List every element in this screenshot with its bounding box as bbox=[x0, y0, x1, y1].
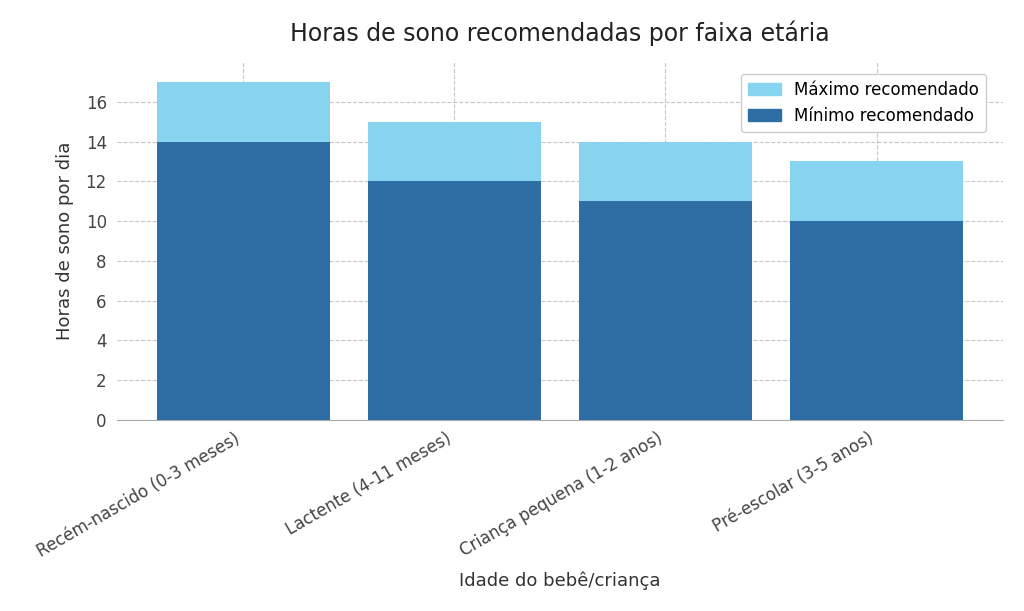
Bar bbox=[368, 181, 541, 420]
Legend: Máximo recomendado, Mínimo recomendado: Máximo recomendado, Mínimo recomendado bbox=[741, 74, 986, 132]
X-axis label: Idade do bebê/criança: Idade do bebê/criança bbox=[459, 572, 660, 590]
Bar bbox=[157, 142, 330, 420]
Bar bbox=[790, 161, 963, 221]
Bar bbox=[790, 221, 963, 420]
Bar bbox=[579, 142, 752, 201]
Title: Horas de sono recomendadas por faixa etária: Horas de sono recomendadas por faixa etá… bbox=[290, 21, 829, 46]
Bar bbox=[368, 122, 541, 181]
Bar bbox=[579, 201, 752, 420]
Y-axis label: Horas de sono por dia: Horas de sono por dia bbox=[56, 142, 75, 340]
Bar bbox=[157, 82, 330, 142]
